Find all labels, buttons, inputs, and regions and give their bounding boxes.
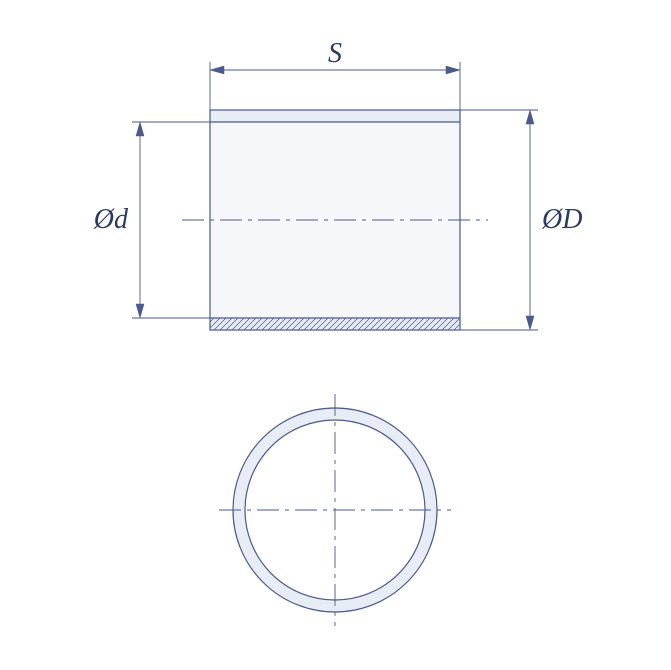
bush-top-band [210,110,460,122]
dim-label-D: ØD [541,204,582,235]
technical-drawing: S Ød ØD [0,0,671,670]
dim-label-d: Ød [93,204,129,235]
dim-label-s: S [328,38,342,69]
